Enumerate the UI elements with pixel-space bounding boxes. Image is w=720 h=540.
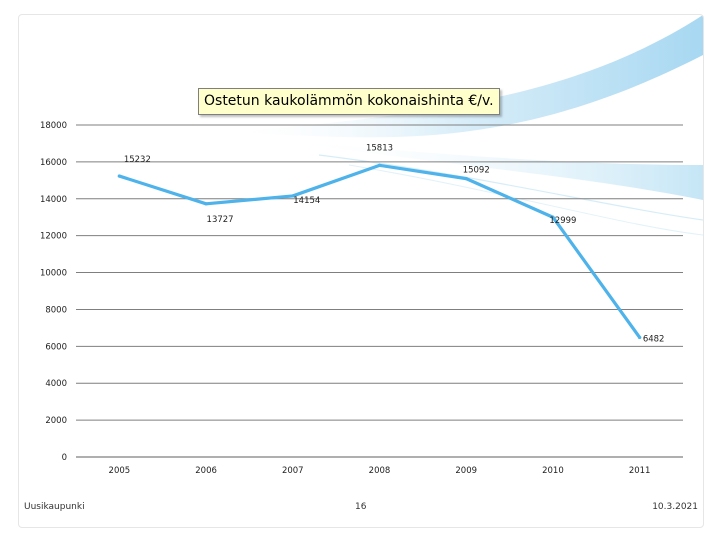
data-point [117, 174, 121, 178]
data-label: 12999 [549, 216, 576, 226]
data-label: 15092 [463, 166, 490, 176]
y-tick-label: 6000 [45, 342, 67, 352]
x-axis-ticks: 2005 2006 2007 2008 2009 2010 2011 [109, 466, 651, 476]
x-tick-label: 2005 [109, 466, 131, 476]
data-point [464, 177, 468, 181]
footer-organization: Uusikaupunki [24, 502, 85, 512]
data-point [551, 215, 555, 219]
y-tick-label: 2000 [45, 416, 67, 426]
x-tick-label: 2006 [195, 466, 217, 476]
data-label: 15813 [366, 143, 393, 153]
y-tick-label: 10000 [40, 269, 67, 279]
data-point [377, 163, 382, 167]
x-tick-label: 2011 [629, 466, 651, 476]
y-tick-label: 4000 [45, 379, 67, 389]
x-tick-label: 2007 [282, 466, 304, 476]
data-label: 13727 [207, 215, 234, 225]
data-label: 14154 [293, 196, 320, 206]
y-tick-label: 14000 [40, 195, 67, 205]
data-label: 6482 [643, 334, 665, 344]
gridlines [76, 124, 683, 458]
series-line [117, 163, 642, 340]
chart-title: Ostetun kaukolämmön kokonaishinta €/v. [198, 88, 500, 115]
y-tick-label: 12000 [40, 232, 67, 242]
series-line-path [117, 163, 642, 340]
x-tick-label: 2009 [455, 466, 477, 476]
data-point [291, 194, 295, 198]
y-tick-label: 0 [62, 453, 67, 463]
x-tick-label: 2010 [542, 466, 564, 476]
y-axis-ticks: 0 2000 4000 6000 8000 10000 12000 14000 16000 180… [40, 121, 67, 463]
footer-date: 10.3.2021 [652, 502, 698, 512]
data-point [204, 202, 208, 206]
data-label: 15232 [124, 155, 151, 165]
slide-number: 16 [355, 502, 367, 512]
x-tick-label: 2008 [369, 466, 391, 476]
y-tick-label: 18000 [40, 121, 67, 131]
y-tick-label: 16000 [40, 158, 67, 168]
y-tick-label: 8000 [45, 305, 67, 315]
data-labels: 15232 13727 14154 15813 15092 12999 6482 [124, 143, 665, 344]
data-point [638, 335, 642, 340]
